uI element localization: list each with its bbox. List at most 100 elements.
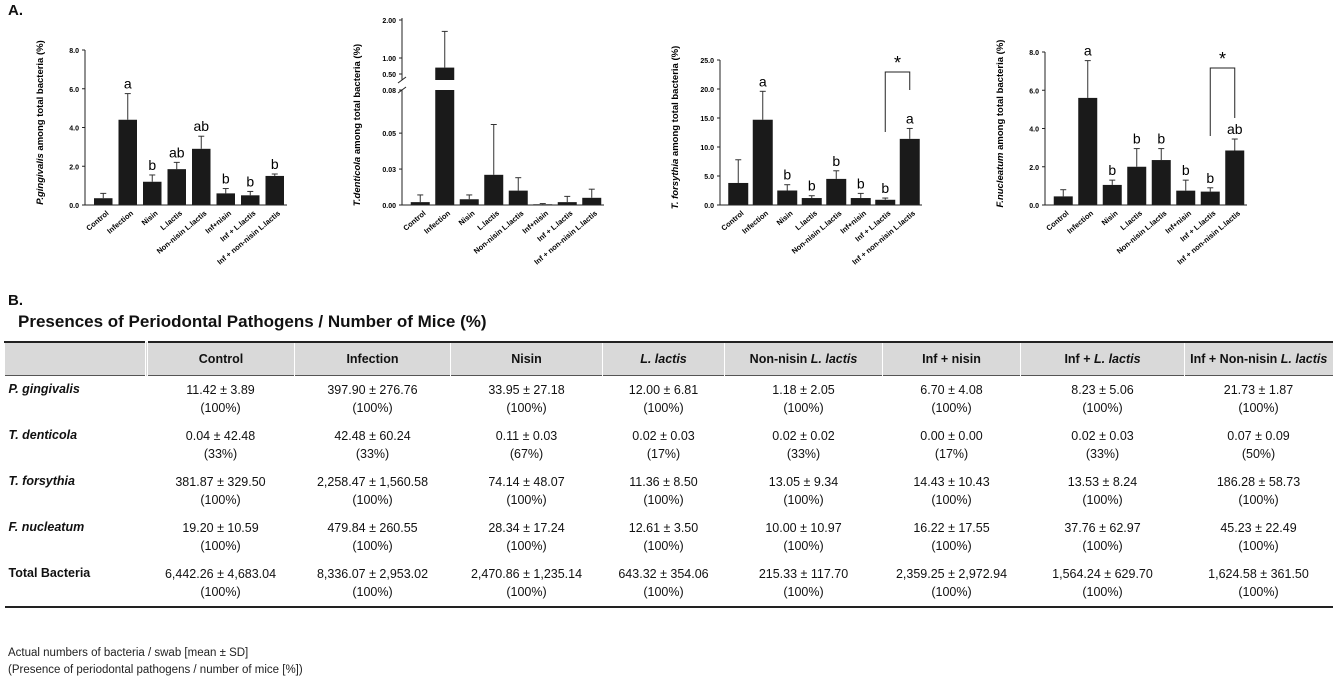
- table-cell: 8,336.07 ± 2,953.02 (100%): [295, 560, 451, 607]
- bar: [216, 193, 235, 205]
- cell-value: 42.48 ± 60.24: [334, 429, 411, 443]
- row-header: F. nucleatum: [8, 520, 85, 534]
- row-header: P. gingivalis: [8, 382, 80, 396]
- y-tick-label: 0.0: [704, 203, 714, 210]
- x-tick-label: Nisin: [775, 208, 795, 227]
- cell-value: 11.42 ± 3.89: [186, 383, 255, 397]
- table-cell: 21.73 ± 1.87 (100%): [1185, 376, 1333, 423]
- cell-value: 1.18 ± 2.05: [772, 383, 835, 397]
- cell-percentage: (33%): [355, 447, 390, 461]
- cell-value: 215.33 ± 117.70: [758, 567, 849, 581]
- column-header: Control: [146, 342, 295, 376]
- y-tick-label: 0.50: [382, 72, 396, 79]
- cell-value: 6,442.26 ± 4,683.04: [164, 567, 277, 581]
- significance-letter: b: [881, 180, 889, 196]
- significance-letter: b: [783, 167, 791, 183]
- bar: [94, 198, 113, 205]
- cell-percentage: (50%): [1241, 447, 1276, 461]
- significance-letter: b: [148, 157, 156, 173]
- table-cell: 74.14 ± 48.07 (100%): [451, 468, 603, 514]
- cell-percentage: (100%): [783, 401, 824, 415]
- bar: [899, 138, 920, 205]
- significance-letter: ab: [1227, 121, 1243, 137]
- cell-percentage: (100%): [352, 401, 393, 415]
- table-cell: 2,470.86 ± 1,235.14 (100%): [451, 560, 603, 607]
- table-cell: 13.05 ± 9.34 (100%): [725, 468, 883, 514]
- significance-letter: a: [124, 76, 132, 92]
- significance-letter: b: [1206, 170, 1214, 186]
- significance-letter: b: [1133, 131, 1141, 147]
- cell-value: 2,359.25 ± 2,972.94: [895, 567, 1008, 581]
- significance-letter: b: [1108, 162, 1116, 178]
- table-cell: 11.42 ± 3.89 (100%): [147, 376, 295, 423]
- cell-percentage: (17%): [934, 447, 969, 461]
- table-cell: 0.02 ± 0.03 (33%): [1021, 422, 1185, 468]
- y-tick-label: 0.05: [382, 131, 396, 138]
- bar: [1151, 160, 1171, 205]
- significance-star: *: [1219, 49, 1226, 69]
- y-tick-label: 4.0: [1029, 127, 1039, 134]
- table-cell: 12.61 ± 3.50 (100%): [603, 514, 725, 560]
- y-tick-label: 5.0: [704, 174, 714, 181]
- table-title: Presences of Periodontal Pathogens / Num…: [18, 312, 487, 331]
- cell-percentage: (33%): [786, 447, 821, 461]
- y-tick-label: 6.0: [69, 87, 79, 94]
- significance-letter: b: [1182, 162, 1190, 178]
- cell-percentage: (100%): [1082, 585, 1123, 599]
- bar: [1078, 97, 1098, 205]
- cell-value: 0.02 ± 0.03: [632, 429, 695, 443]
- cell-percentage: (100%): [352, 493, 393, 507]
- x-tick-label: Nisin: [457, 208, 477, 227]
- y-tick-label: 1.00: [382, 56, 396, 63]
- cell-value: 0.02 ± 0.02: [772, 429, 835, 443]
- pathogen-table: Control Infection Nisin L. lactis Non-nisin …: [4, 341, 1333, 608]
- table-cell: 2,258.47 ± 1,560.58 (100%): [295, 468, 451, 514]
- table-cell: 33.95 ± 27.18 (100%): [451, 376, 603, 423]
- y-tick-label: 0.00: [382, 203, 396, 210]
- column-header: [4, 342, 148, 376]
- bar: [826, 178, 847, 205]
- cell-value: 14.43 ± 10.43: [913, 475, 990, 489]
- cell-percentage: (100%): [643, 585, 684, 599]
- significance-letter: b: [808, 178, 816, 194]
- x-tick-label: Nisin: [1100, 208, 1120, 227]
- table-cell: 11.36 ± 8.50 (100%): [603, 468, 725, 514]
- cell-percentage: (100%): [931, 493, 972, 507]
- y-tick-label: 0.08: [382, 88, 396, 95]
- significance-bracket: [1209, 67, 1236, 136]
- significance-letter: b: [246, 173, 254, 189]
- table-row: Total Bacteria 6,442.26 ± 4,683.04 (100%) 8…: [4, 560, 1333, 607]
- cell-value: 0.11 ± 0.03: [495, 429, 558, 443]
- table-cell: 6,442.26 ± 4,683.04 (100%): [147, 560, 295, 607]
- cell-value: 397.90 ± 276.76: [327, 383, 418, 397]
- cell-value: 33.95 ± 27.18: [488, 383, 565, 397]
- x-tick-label: Infection: [422, 208, 452, 235]
- column-header: L. lactis: [602, 342, 725, 376]
- table-cell: 1,624.58 ± 361.50 (100%): [1185, 560, 1333, 607]
- cell-percentage: (100%): [643, 539, 684, 553]
- cell-percentage: (100%): [783, 493, 824, 507]
- table-cell: 10.00 ± 10.97 (100%): [725, 514, 883, 560]
- significance-letter: a: [906, 110, 914, 126]
- cell-value: 16.22 ± 17.55: [913, 521, 990, 535]
- bar: [582, 197, 602, 205]
- table-cell: 643.32 ± 354.06 (100%): [603, 560, 725, 607]
- cell-percentage: (33%): [1085, 447, 1120, 461]
- significance-letter: ab: [169, 144, 185, 160]
- cell-value: 37.76 ± 62.97: [1064, 521, 1141, 535]
- cell-value: 28.34 ± 17.24: [488, 521, 565, 535]
- cell-percentage: (100%): [931, 585, 972, 599]
- table-cell: 186.28 ± 58.73 (100%): [1185, 468, 1333, 514]
- bar: [1102, 184, 1122, 205]
- significance-letter: b: [832, 153, 840, 169]
- table-cell: 1.18 ± 2.05 (100%): [725, 376, 883, 423]
- cell-percentage: (100%): [506, 401, 547, 415]
- cell-value: 0.00 ± 0.00: [920, 429, 983, 443]
- y-tick-label: 8.0: [1029, 50, 1039, 57]
- cell-percentage: (67%): [509, 447, 544, 461]
- table-cell: 215.33 ± 117.70 (100%): [725, 560, 883, 607]
- table-cell: 6.70 ± 4.08 (100%): [883, 376, 1021, 423]
- cell-percentage: (100%): [1238, 493, 1279, 507]
- cell-value: 186.28 ± 58.73: [1216, 475, 1301, 489]
